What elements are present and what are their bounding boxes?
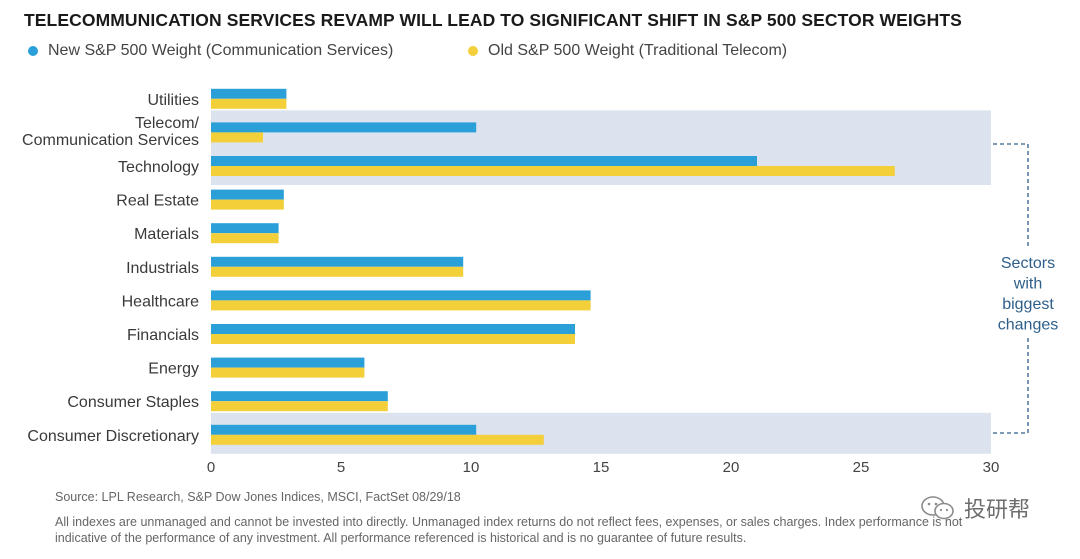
legend-label-old: Old S&P 500 Weight (Traditional Telecom): [488, 42, 788, 59]
source-note: Source: LPL Research, S&P Dow Jones Indi…: [55, 490, 461, 504]
bar-new-1: [211, 122, 477, 133]
category-label: Materials: [134, 226, 199, 243]
legend-swatch-new: [28, 46, 38, 56]
bar-old-7: [211, 334, 575, 344]
legend-swatch-old: [468, 46, 478, 56]
bar-new-2: [211, 156, 757, 166]
bar-old-9: [211, 401, 388, 412]
x-tick-label: 20: [723, 459, 740, 476]
bar-new-3: [211, 189, 284, 200]
bar-old-6: [211, 300, 591, 311]
x-tick-label: 25: [853, 459, 870, 476]
disclaimer: All indexes are unmanaged and cannot be …: [55, 515, 963, 545]
category-label: Industrials: [126, 260, 199, 277]
legend-item-new: New S&P 500 Weight (Communication Servic…: [28, 42, 393, 60]
annotation-text: with: [1013, 276, 1042, 293]
legend-item-old: Old S&P 500 Weight (Traditional Telecom): [468, 42, 787, 60]
bar-old-1: [211, 132, 263, 143]
bar-old-2: [211, 166, 895, 176]
x-tick-label: 10: [463, 459, 480, 476]
legend-label-new: New S&P 500 Weight (Communication Servic…: [48, 42, 394, 59]
bar-old-10: [211, 434, 544, 445]
bar-new-5: [211, 256, 464, 267]
category-label: Real Estate: [116, 193, 199, 210]
bar-new-8: [211, 357, 365, 368]
bar-old-8: [211, 367, 365, 378]
annotation-text: changes: [998, 317, 1059, 334]
bar-new-9: [211, 391, 388, 402]
bar-old-5: [211, 266, 464, 277]
category-label: Healthcare: [122, 293, 199, 310]
wechat-icon: [921, 496, 954, 520]
x-tick-label: 0: [207, 459, 215, 476]
bar-new-6: [211, 290, 591, 301]
category-label: Technology: [118, 159, 199, 176]
bar-new-10: [211, 424, 477, 435]
bar-new-0: [211, 88, 287, 99]
annotation-text: Sectors: [1001, 255, 1055, 272]
bar-old-0: [211, 98, 287, 109]
bar-old-3: [211, 199, 284, 210]
category-label: Energy: [148, 361, 199, 378]
category-label: Consumer Discretionary: [27, 428, 199, 445]
category-label: Financials: [127, 327, 199, 344]
watermark: 投研帮: [920, 492, 1030, 524]
watermark-text: 投研帮: [964, 498, 1031, 523]
category-label: Communication Services: [22, 132, 199, 149]
category-label: Consumer Staples: [67, 394, 199, 411]
annotation-text: biggest: [1002, 296, 1054, 313]
bar-new-4: [211, 223, 279, 234]
bar-old-4: [211, 233, 279, 244]
x-tick-label: 15: [593, 459, 610, 476]
category-label: Utilities: [147, 92, 199, 109]
category-label: Telecom/: [135, 115, 200, 132]
chart-title: TELECOMMUNICATION SERVICES REVAMP WILL L…: [24, 10, 962, 30]
x-tick-label: 30: [983, 459, 1000, 476]
x-tick-label: 5: [337, 459, 345, 476]
bar-new-7: [211, 324, 575, 334]
